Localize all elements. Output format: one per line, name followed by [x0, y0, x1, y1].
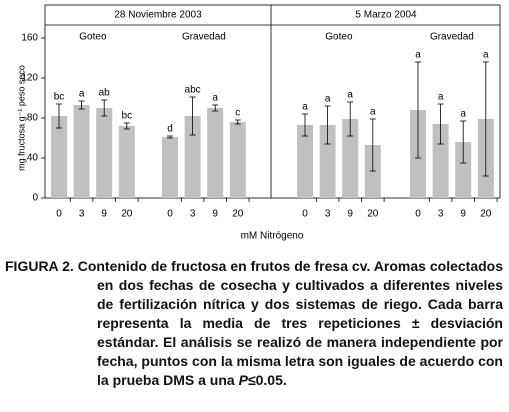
caption-text: Contenido de fructosa en frutos de fresa…: [77, 258, 503, 388]
caption-p: P: [238, 372, 248, 388]
bar: [51, 116, 67, 198]
significance-letter: a: [438, 92, 444, 103]
bar: [364, 145, 381, 198]
x-tick-label: 0: [302, 209, 308, 220]
x-tick-label: 9: [101, 209, 107, 220]
bar: [229, 122, 246, 198]
caption: FIGURA 2. Contenido de fructosa en fruto…: [5, 257, 503, 390]
bar: [184, 116, 201, 198]
x-tick-label: 3: [190, 209, 196, 220]
bar: [162, 137, 178, 198]
significance-letter: a: [212, 93, 218, 104]
significance-letter: a: [415, 50, 421, 61]
x-tick-label: 3: [438, 209, 444, 220]
significance-letter: a: [325, 94, 331, 105]
y-tick-label: 160: [21, 33, 38, 44]
bar: [118, 126, 135, 198]
caption-label: FIGURA 2.: [5, 258, 74, 274]
period-label: 5 Marzo 2004: [355, 10, 417, 21]
significance-letter: bc: [54, 92, 65, 103]
y-tick-label: 80: [27, 113, 39, 124]
x-tick-label: 3: [325, 209, 331, 220]
x-axis-label: mM Nitrógeno: [241, 231, 304, 242]
significance-letter: a: [347, 90, 353, 101]
x-tick-label: 9: [212, 209, 218, 220]
y-tick-label: 40: [27, 153, 39, 164]
y-axis-label: mg fructosa g⁻¹ peso seco: [16, 65, 26, 171]
frame: [44, 4, 501, 199]
bar: [96, 108, 113, 198]
x-tick-label: 0: [167, 209, 173, 220]
significance-letter: d: [167, 124, 173, 135]
significance-letter: a: [370, 107, 376, 118]
group-label: Goteo: [325, 32, 353, 43]
x-tick-label: 20: [232, 209, 244, 220]
caption-rest: ≤0.05.: [247, 372, 287, 388]
significance-letter: bc: [122, 111, 133, 122]
x-tick-label: 20: [121, 209, 133, 220]
significance-letter: a: [79, 89, 85, 100]
significance-letter: abc: [185, 85, 201, 96]
bar: [432, 124, 449, 198]
x-tick-label: 9: [460, 209, 466, 220]
bar: [297, 125, 313, 198]
bar: [73, 105, 90, 198]
significance-letter: a: [302, 102, 308, 113]
x-tick-label: 0: [56, 209, 62, 220]
x-tick-label: 3: [79, 209, 85, 220]
significance-letter: c: [235, 108, 240, 119]
significance-letter: a: [483, 50, 489, 61]
bar: [342, 119, 359, 198]
x-tick-label: 20: [480, 209, 492, 220]
x-tick-label: 0: [415, 209, 421, 220]
bar: [455, 142, 472, 198]
x-tick-label: 20: [367, 209, 379, 220]
x-tick-label: 9: [347, 209, 353, 220]
group-label: Gravedad: [430, 32, 474, 43]
significance-letter: a: [460, 109, 466, 120]
bar: [207, 108, 224, 198]
bar: [319, 125, 336, 198]
period-label: 28 Noviembre 2003: [114, 10, 202, 21]
significance-letter: ab: [99, 88, 111, 99]
y-tick-label: 120: [21, 73, 38, 84]
chart: mg fructosa g⁻¹ peso seco mM Nitrógeno 0…: [16, 4, 501, 242]
group-label: Gravedad: [182, 32, 226, 43]
group-label: Goteo: [79, 32, 107, 43]
y-tick-label: 0: [32, 193, 38, 204]
